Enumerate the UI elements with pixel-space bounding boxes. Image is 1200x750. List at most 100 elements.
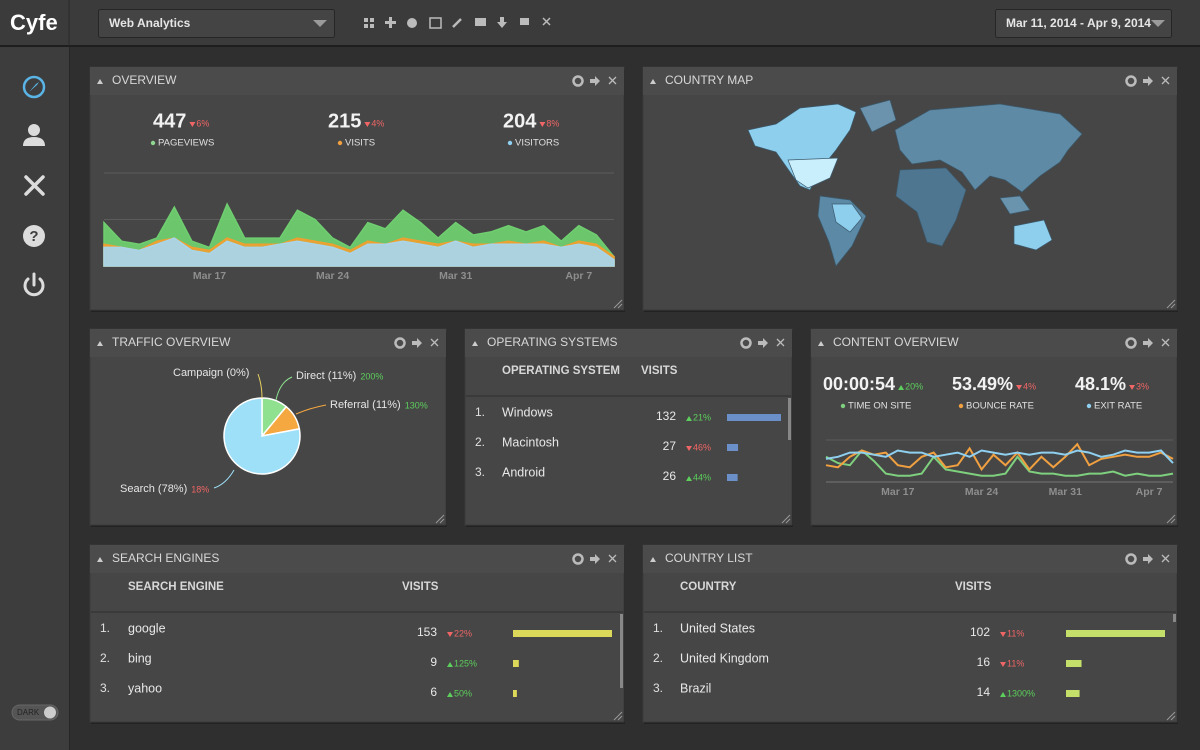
trend-arrow [1016, 385, 1023, 390]
resize-grip[interactable] [781, 514, 791, 524]
widget-settings[interactable] [1125, 553, 1137, 565]
svg-text:?: ? [29, 228, 38, 245]
scrollbar[interactable] [788, 398, 791, 440]
row-visits: 6 [430, 685, 437, 699]
slice-label: Direct (11%) [296, 370, 356, 382]
tool-image[interactable] [429, 17, 442, 29]
trend-arrow [898, 385, 905, 390]
date-select[interactable] [995, 9, 1172, 38]
collapse-toggle[interactable] [818, 341, 824, 346]
column-header: VISITS [641, 365, 678, 377]
stat-label: VISITS [345, 138, 375, 149]
trend-change: 3% [1136, 381, 1149, 391]
area [103, 237, 615, 267]
widget-settings[interactable] [1125, 75, 1137, 87]
row-rank: 3. [653, 681, 663, 695]
column-header: SEARCH ENGINE [128, 581, 224, 593]
bar [727, 474, 738, 481]
collapse-toggle[interactable] [97, 341, 103, 346]
widget-header [643, 545, 1177, 573]
widget-close[interactable] [1161, 554, 1170, 563]
resize-grip[interactable] [435, 514, 445, 524]
widget-move[interactable] [590, 76, 600, 86]
theme-toggle[interactable] [11, 704, 59, 721]
collapse-toggle[interactable] [650, 557, 656, 562]
row-visits: 16 [977, 655, 991, 669]
tool-copy[interactable] [520, 18, 529, 25]
collapse-toggle[interactable] [472, 341, 478, 346]
nav-compass[interactable] [22, 75, 46, 99]
widget-move[interactable] [412, 338, 422, 348]
tool-add[interactable] [385, 17, 396, 28]
widget-header [90, 545, 624, 573]
bar [727, 444, 739, 451]
tool-close[interactable] [542, 17, 551, 26]
trend-change: 11% [1007, 658, 1024, 668]
nav-user[interactable] [23, 124, 45, 146]
tool-link[interactable] [452, 18, 462, 28]
widget-title: SEARCH ENGINES [112, 551, 219, 565]
widget-settings[interactable] [740, 337, 752, 349]
row-visits: 9 [430, 655, 437, 669]
row-visits: 132 [656, 409, 676, 423]
widget-close[interactable] [608, 554, 617, 563]
widget-move[interactable] [1143, 76, 1153, 86]
nav-tools[interactable] [24, 175, 45, 196]
widget-close[interactable] [1161, 76, 1170, 85]
row-rank: 1. [100, 621, 110, 635]
row-name: yahoo [128, 681, 162, 695]
bar [513, 660, 519, 667]
widget-move[interactable] [758, 338, 768, 348]
row-name: Macintosh [502, 435, 559, 449]
column-header: VISITS [402, 581, 439, 593]
widget-close[interactable] [1161, 338, 1170, 347]
collapse-toggle[interactable] [97, 79, 103, 84]
widget-close[interactable] [776, 338, 785, 347]
row-name: google [128, 621, 166, 635]
resize-grip[interactable] [613, 299, 623, 309]
bar [1066, 690, 1080, 697]
widget-close[interactable] [608, 76, 617, 85]
trend-change: 1300% [1007, 688, 1035, 698]
stat-value: 00:00:54 [823, 374, 895, 394]
resize-grip[interactable] [1166, 711, 1176, 721]
widget-move[interactable] [1143, 338, 1153, 348]
resize-grip[interactable] [1166, 299, 1176, 309]
tool-settings[interactable] [407, 18, 417, 28]
x-tick-label: Mar 17 [193, 270, 226, 282]
widget-settings[interactable] [1125, 337, 1137, 349]
resize-grip[interactable] [613, 711, 623, 721]
row-rank: 1. [653, 621, 663, 635]
widget [89, 66, 625, 311]
widget-move[interactable] [590, 554, 600, 564]
trend-change: 125% [454, 658, 477, 668]
widget-settings[interactable] [394, 337, 406, 349]
widget-close[interactable] [430, 338, 439, 347]
trend-change: 6% [196, 118, 209, 128]
tool-display[interactable] [475, 18, 486, 26]
trend-arrow [447, 662, 453, 667]
widget-settings[interactable] [572, 553, 584, 565]
x-tick-label: Mar 17 [881, 486, 914, 498]
collapse-toggle[interactable] [97, 557, 103, 562]
collapse-toggle[interactable] [650, 79, 656, 84]
resize-grip[interactable] [1166, 514, 1176, 524]
tool-widgets[interactable] [364, 18, 374, 28]
nav-help[interactable]: ? [23, 225, 45, 247]
tool-download[interactable] [497, 17, 507, 28]
bar [1066, 630, 1165, 637]
map-region [894, 103, 1083, 193]
stat-value: 53.49% [952, 374, 1013, 394]
widget [810, 328, 1178, 526]
scrollbar[interactable] [620, 614, 623, 688]
row-rank: 3. [100, 681, 110, 695]
dashboard-select[interactable] [98, 9, 335, 38]
widget-settings[interactable] [572, 75, 584, 87]
trend-arrow [686, 416, 692, 421]
widget-title: CONTENT OVERVIEW [833, 335, 959, 349]
sidebar [0, 47, 69, 750]
widget-title: TRAFFIC OVERVIEW [112, 335, 231, 349]
scrollbar[interactable] [1173, 614, 1176, 622]
widget-move[interactable] [1143, 554, 1153, 564]
nav-logout[interactable] [23, 272, 45, 297]
